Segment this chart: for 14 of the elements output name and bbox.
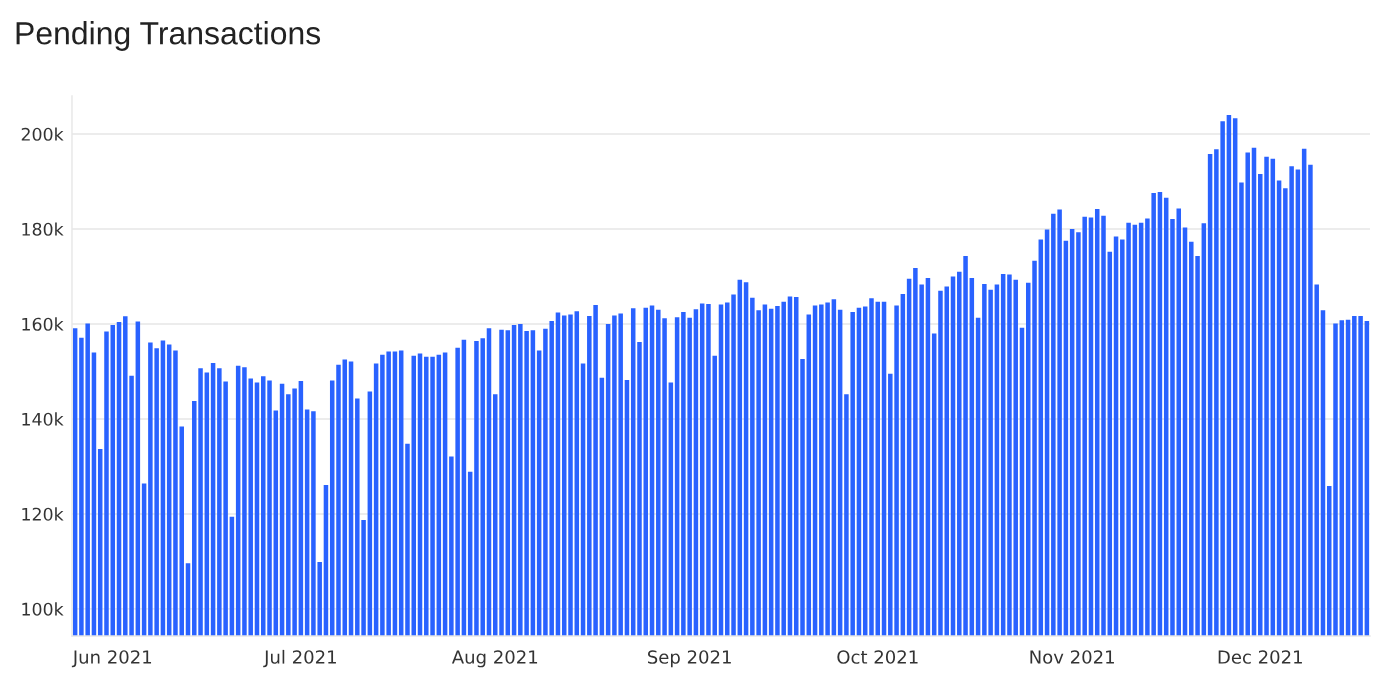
y-tick-label: 100k	[22, 602, 64, 616]
chart-title: Pending Transactions	[16, 21, 321, 51]
x-tick-label: Aug 2021	[451, 650, 538, 668]
x-tick-label: Nov 2021	[1030, 650, 1114, 664]
x-tick-label: Sep 2021	[647, 650, 731, 668]
x-tick-label: Dec 2021	[1218, 650, 1302, 664]
x-tick-label: Jul 2021	[263, 649, 336, 668]
y-tick-label: 140k	[22, 412, 64, 426]
y-tick-label: 160k	[22, 317, 64, 331]
x-tick-label: Jun 2021	[71, 650, 152, 668]
y-tick-label: 200k	[21, 127, 64, 141]
x-tick-label: Oct 2021	[837, 650, 918, 664]
y-tick-label: 180k	[22, 222, 64, 236]
y-tick-label: 120k	[22, 507, 64, 521]
